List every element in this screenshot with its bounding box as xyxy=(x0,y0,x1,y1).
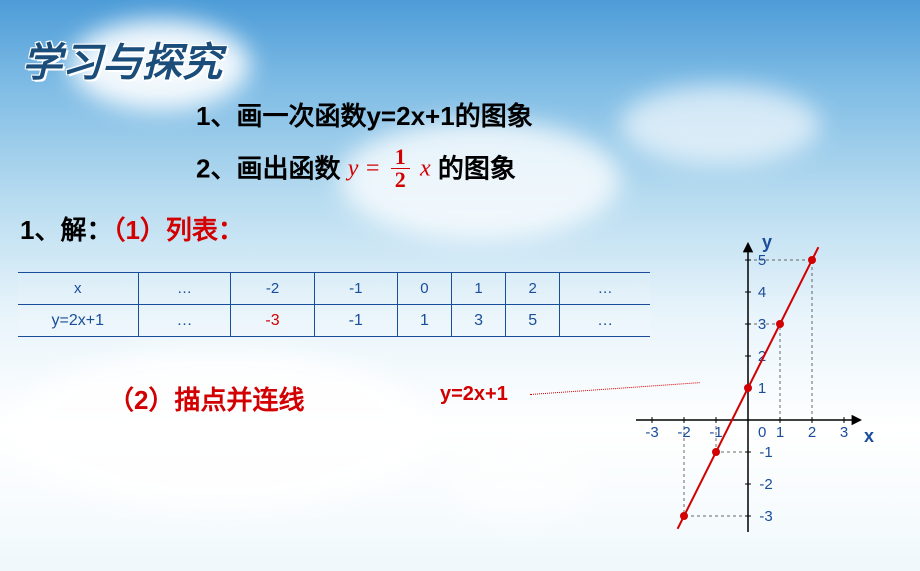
task2-y: y xyxy=(348,155,359,181)
table-header-cell: 2 xyxy=(506,273,560,305)
table-cell: y=2x+1 xyxy=(18,305,138,337)
sol-step1: （1）列表： xyxy=(112,215,243,245)
table-cell: -1 xyxy=(314,305,397,337)
svg-text:3: 3 xyxy=(840,424,848,441)
svg-text:-3: -3 xyxy=(759,508,772,525)
svg-text:5: 5 xyxy=(758,252,766,269)
svg-text:4: 4 xyxy=(758,284,766,301)
table-cell: 3 xyxy=(452,305,506,337)
graph-equation-label: y=2x+1 xyxy=(440,383,508,406)
table-cell: … xyxy=(138,305,231,337)
svg-text:0: 0 xyxy=(758,424,766,441)
svg-text:-3: -3 xyxy=(645,424,658,441)
svg-text:-1: -1 xyxy=(759,444,772,461)
frac-den: 2 xyxy=(391,169,410,191)
table-header-cell: 0 xyxy=(397,273,451,305)
task-2: 2、画出函数 y = 12 x 的图象 xyxy=(196,148,516,193)
table-header-cell: -1 xyxy=(314,273,397,305)
svg-text:3: 3 xyxy=(758,316,766,333)
table-cell: 5 xyxy=(506,305,560,337)
table-header-cell: … xyxy=(138,273,231,305)
linear-function-chart: -3-2-1123-3-2-1123450xy xyxy=(608,210,908,560)
table-header-cell: x xyxy=(18,273,138,305)
task2-prefix: 2、画出函数 xyxy=(196,153,340,183)
sol-step2: （2）描点并连线 xyxy=(108,380,304,417)
svg-text:2: 2 xyxy=(808,424,816,441)
task2-e: = xyxy=(364,155,380,181)
table-cell: -3 xyxy=(231,305,314,337)
svg-text:y: y xyxy=(762,232,772,252)
svg-text:-2: -2 xyxy=(759,476,772,493)
fraction-one-half: 12 xyxy=(391,146,410,191)
task1-suffix: 的图象 xyxy=(455,101,533,131)
table-header-cell: -2 xyxy=(231,273,314,305)
task1-eq: y=2x+1 xyxy=(366,101,454,131)
task2-x: x xyxy=(420,155,431,181)
svg-text:1: 1 xyxy=(758,380,766,397)
frac-num: 1 xyxy=(391,146,410,169)
svg-text:1: 1 xyxy=(776,424,784,441)
task-1: 1、画一次函数y=2x+1的图象 xyxy=(196,96,533,133)
svg-text:x: x xyxy=(864,426,874,446)
svg-text:2: 2 xyxy=(758,348,766,365)
value-table: x…-2-1012…y=2x+1…-3-1135… xyxy=(18,272,650,337)
solution-header: 1、解：（1）列表： xyxy=(20,210,244,247)
table-header-cell: 1 xyxy=(452,273,506,305)
table-cell: 1 xyxy=(397,305,451,337)
sol-prefix: 1、解： xyxy=(20,215,112,245)
task1-prefix: 1、画一次函数 xyxy=(196,101,366,131)
task2-suffix: 的图象 xyxy=(438,153,516,183)
svg-text:-2: -2 xyxy=(677,424,690,441)
svg-text:-1: -1 xyxy=(709,424,722,441)
slide-title: 学习与探究 xyxy=(22,30,222,88)
